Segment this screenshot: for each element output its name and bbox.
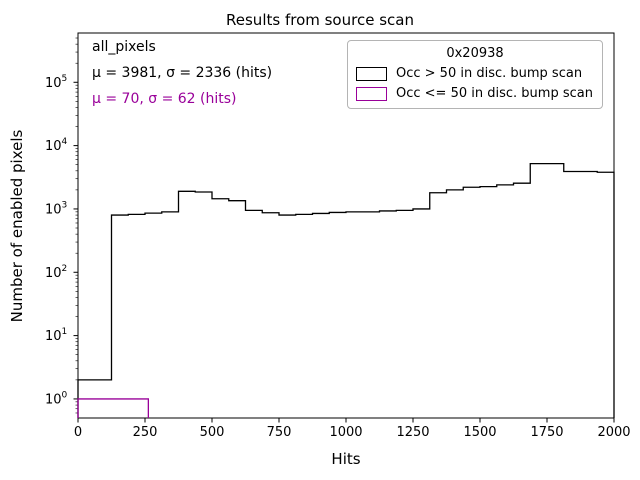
legend-entry: Occ <= 50 in disc. bump scan	[356, 86, 594, 101]
annotation-black-stats: μ = 3981, σ = 2336 (hits)	[92, 65, 273, 81]
y-tick-label: 103	[45, 200, 67, 217]
x-tick-label: 1750	[530, 425, 563, 440]
x-tick-label: 500	[200, 425, 225, 440]
legend-swatch	[356, 66, 387, 81]
histogram-series-1	[77, 398, 149, 418]
x-tick-label: 1500	[463, 425, 496, 440]
legend-swatch	[356, 86, 387, 101]
y-tick-label: 100	[45, 390, 68, 407]
chart-title: Results from source scan	[226, 11, 414, 29]
legend-title: 0x20938	[446, 46, 504, 61]
histogram-series-0	[77, 162, 615, 418]
legend: 0x20938 Occ > 50 in disc. bump scan Occ …	[347, 40, 603, 109]
y-axis-label: Number of enabled pixels	[8, 129, 26, 323]
legend-label: Occ > 50 in disc. bump scan	[396, 66, 583, 81]
y-tick-label: 105	[45, 74, 67, 91]
y-tick-label: 102	[45, 264, 67, 281]
x-axis-label: Hits	[331, 450, 361, 468]
x-tick-label: 250	[133, 425, 158, 440]
x-tick-label: 1250	[396, 425, 429, 440]
x-tick-label: 2000	[597, 425, 630, 440]
legend-label: Occ <= 50 in disc. bump scan	[396, 86, 593, 101]
x-tick-label: 1000	[329, 425, 362, 440]
y-tick-label: 101	[45, 327, 67, 344]
stats-annotations: all_pixels μ = 3981, σ = 2336 (hits) μ =…	[92, 40, 272, 118]
annotation-dataset-name: all_pixels	[92, 39, 156, 55]
x-tick-label: 0	[74, 425, 82, 440]
legend-entry: Occ > 50 in disc. bump scan	[356, 66, 594, 81]
y-tick-label: 104	[45, 137, 68, 154]
annotation-purple-stats: μ = 70, σ = 62 (hits)	[92, 91, 237, 107]
x-tick-label: 750	[267, 425, 292, 440]
